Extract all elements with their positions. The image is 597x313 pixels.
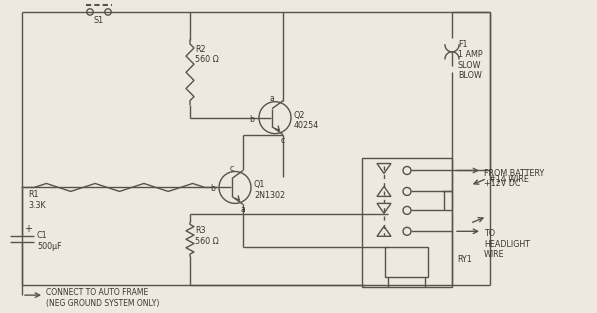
- Text: FROM BATTERY
+12V DC: FROM BATTERY +12V DC: [484, 168, 544, 188]
- Text: R3
560 Ω: R3 560 Ω: [195, 226, 219, 246]
- Bar: [385, 247, 428, 277]
- Text: R2
560 Ω: R2 560 Ω: [195, 45, 219, 64]
- Text: c: c: [230, 163, 234, 172]
- Text: b: b: [249, 115, 254, 124]
- Text: CONNECT TO AUTO FRAME
(NEG GROUND SYSTEM ONLY): CONNECT TO AUTO FRAME (NEG GROUND SYSTEM…: [46, 288, 159, 308]
- Text: Q1
2N1302: Q1 2N1302: [254, 181, 285, 200]
- Text: a: a: [270, 94, 275, 103]
- Text: +: +: [24, 224, 32, 234]
- Text: C1
500μF: C1 500μF: [37, 231, 61, 251]
- Text: a: a: [241, 205, 246, 214]
- Text: R1
3.3K: R1 3.3K: [28, 190, 45, 210]
- Text: F1
1 AMP
SLOW
BLOW: F1 1 AMP SLOW BLOW: [458, 40, 482, 80]
- Text: Q2
40254: Q2 40254: [294, 111, 319, 130]
- Text: RY1: RY1: [457, 255, 472, 264]
- Text: TO
HEADLIGHT
WIRE: TO HEADLIGHT WIRE: [484, 229, 530, 259]
- Text: S1: S1: [94, 16, 104, 25]
- Bar: [362, 157, 452, 287]
- Text: b: b: [210, 184, 215, 193]
- Text: #14 WIRE: #14 WIRE: [489, 176, 529, 184]
- Text: c: c: [281, 136, 285, 145]
